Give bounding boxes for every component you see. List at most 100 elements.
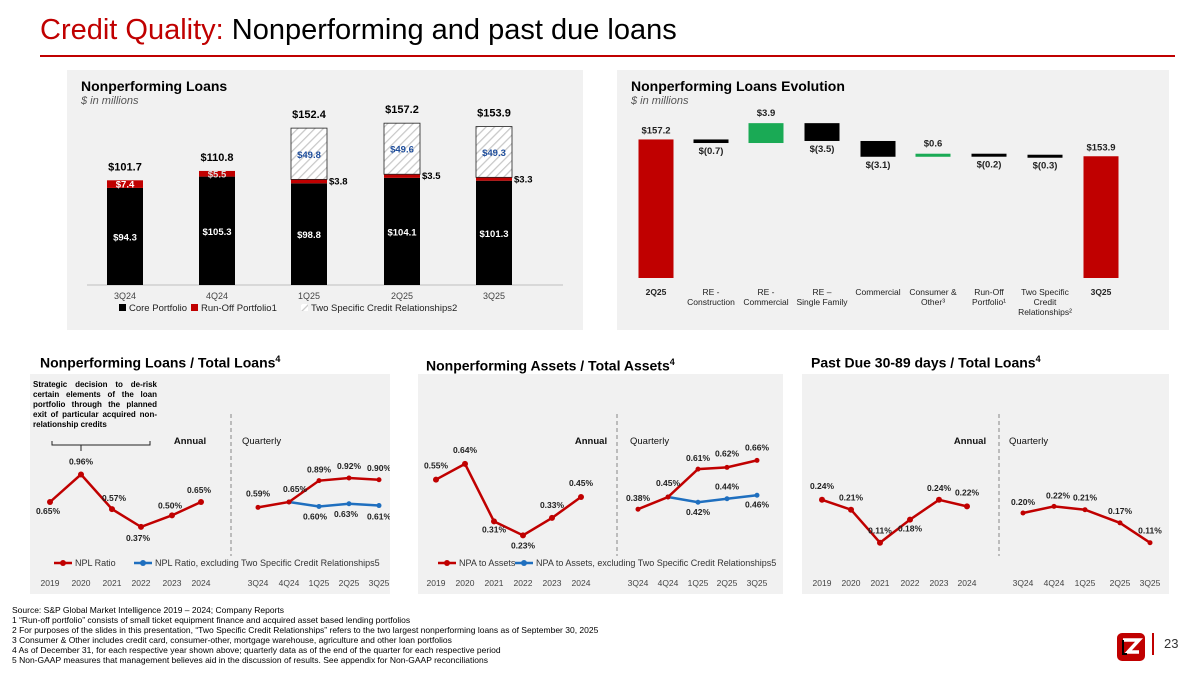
- npl-runoff-bar: [291, 179, 327, 184]
- npa-ratio-quarterly-value-label: 0.38%: [626, 493, 651, 503]
- npl-ratio-annual-value-label: 0.96%: [69, 456, 94, 466]
- npl-ratio-legend-marker: [60, 560, 66, 566]
- npl-ratio-legend-marker: [140, 560, 146, 566]
- npa-ratio-quarterly-value-label: 0.46%: [745, 499, 770, 509]
- page-number: 23: [1164, 636, 1179, 651]
- npl-legend-label: Run-Off Portfolio1: [201, 303, 277, 314]
- evolution-value-label: $0.6: [924, 139, 943, 150]
- past-due-annual-value-label: 0.24%: [810, 481, 835, 491]
- npa-ratio-quarterly-point: [635, 506, 641, 512]
- footnote-4: 4 As of December 31, for each respective…: [12, 645, 501, 655]
- npa-ratio-quarterly-point: [695, 499, 701, 505]
- evolution-bar: [1083, 156, 1119, 278]
- footnote-3: 3 Consumer & Other includes credit card,…: [12, 635, 452, 645]
- npa-ratio-title-text: Nonperforming Assets / Total Assets: [426, 357, 670, 374]
- npl-runoff-bar: [107, 180, 143, 188]
- npl-two-credits-value-label: $49.6: [390, 145, 414, 156]
- past-due-year-label: 2019: [813, 578, 832, 588]
- npl-ratio-quarterly-point: [346, 475, 352, 481]
- evolution-category-label: Relationships²: [1018, 307, 1072, 317]
- npl-category-label: 2Q25: [391, 291, 413, 301]
- npl-legend-label: Core Portfolio: [129, 303, 187, 314]
- past-due-annual-value-label: 0.24%: [927, 483, 952, 493]
- npl-two-credits-value-label: $49.8: [297, 150, 321, 161]
- past-due-title-text: Past Due 30-89 days / Total Loans: [811, 354, 1036, 371]
- npl-core-value-label: $104.1: [387, 227, 417, 238]
- npa-ratio-quarterly-point: [754, 457, 760, 463]
- npa-ratio-legend-marker: [521, 560, 527, 566]
- npl-ratio-year-label: 2024: [192, 578, 211, 588]
- npl-category-label: 3Q25: [483, 291, 505, 301]
- past-due-quarterly-value-label: 0.22%: [1046, 490, 1071, 500]
- past-due-annual-value-label: 0.18%: [898, 524, 923, 534]
- npl-runoff-bar: [476, 177, 512, 181]
- npl-stacked-bar-chart: $94.3 $7.4 $101.7 3Q24 $105.3 $5.5 $110.8 4Q24 $…: [87, 104, 563, 314]
- past-due-quarter-label: 3Q24: [1013, 578, 1034, 588]
- footnote-5: 5 Non-GAAP measures that management beli…: [12, 655, 488, 665]
- npa-ratio-year-label: 2020: [456, 578, 475, 588]
- npl-ratio-annual-point: [198, 499, 204, 505]
- npl-two-credits-bar: [383, 122, 421, 175]
- npl-legend-swatch: [301, 304, 308, 311]
- npa-ratio-quarterly-value-label: 0.42%: [686, 507, 711, 517]
- npl-core-bar: [199, 176, 235, 285]
- evolution-category-label: Commercial: [743, 297, 788, 307]
- npa-ratio-annual-point: [549, 514, 555, 521]
- npl-ratio-quarterly-point: [376, 477, 382, 483]
- evolution-category-label: Credit: [1034, 297, 1057, 307]
- past-due-quarter-label: 1Q25: [1075, 578, 1096, 588]
- npl-total-label: $101.7: [108, 161, 142, 173]
- npa-ratio-legend-label: NPA to Assets, excluding Two Specific Cr…: [536, 558, 776, 568]
- npl-ratio-quarterly-label: Quarterly: [242, 436, 281, 447]
- npl-ratio-quarterly-value-label: 0.63%: [334, 509, 359, 519]
- npa-ratio-quarter-label: 3Q25: [747, 578, 768, 588]
- npl-ratio-quarterly-point: [316, 478, 322, 484]
- past-due-year-label: 2020: [842, 578, 861, 588]
- npl-chart-subtitle: $ in millions: [81, 95, 139, 107]
- page-title-rest: Nonperforming and past due loans: [223, 14, 677, 46]
- npl-ratio-title-text: Nonperforming Loans / Total Loans: [40, 354, 276, 371]
- npl-category-label: 4Q24: [206, 291, 228, 301]
- npl-ratio-annual-value-label: 0.65%: [187, 485, 212, 495]
- past-due-year-label: 2024: [958, 578, 977, 588]
- npl-ratio-annual-value-label: 0.57%: [102, 493, 127, 503]
- evolution-chart-title: Nonperforming Loans Evolution: [631, 78, 845, 94]
- npl-runoff-bar: [199, 170, 235, 177]
- npl-ratio-title: Nonperforming Loans / Total Loans4: [40, 354, 280, 371]
- npl-ratio-annual-point: [169, 512, 175, 519]
- npa-ratio-quarterly-point: [665, 494, 671, 500]
- npa-ratio-annual-value-label: 0.64%: [453, 445, 478, 455]
- npl-core-bar: [291, 183, 327, 285]
- page-title-accent: Credit Quality:: [40, 14, 224, 46]
- npl-ratio-quarterly-value-label: 0.59%: [246, 488, 271, 498]
- npl-total-label: $157.2: [385, 104, 419, 116]
- evolution-value-label: $(0.7): [699, 146, 724, 157]
- past-due-quarter-label: 4Q24: [1044, 578, 1065, 588]
- npa-ratio-year-label: 2024: [572, 578, 591, 588]
- npa-ratio-quarter-label: 1Q25: [688, 578, 709, 588]
- npl-total-label: $152.4: [292, 109, 327, 121]
- npl-ratio-quarterly-point: [286, 499, 292, 505]
- npl-ratio-quarter-label: 4Q24: [279, 578, 300, 588]
- npa-ratio-title-sup: 4: [669, 357, 675, 367]
- past-due-quarter-label: 2Q25: [1110, 578, 1131, 588]
- evolution-category-label: Single Family: [796, 297, 848, 307]
- past-due-annual-point: [936, 496, 942, 503]
- past-due-quarterly-label: Quarterly: [1009, 436, 1048, 447]
- npa-ratio-year-label: 2023: [543, 578, 562, 588]
- evolution-chart-subtitle: $ in millions: [631, 95, 689, 107]
- npl-ratio-year-label: 2019: [41, 578, 60, 588]
- npa-ratio-quarterly-value-label: 0.44%: [715, 482, 740, 492]
- npl-ratio-legend-label: NPL Ratio: [75, 558, 116, 568]
- past-due-quarterly-point: [1147, 540, 1153, 546]
- npa-ratio-quarterly-point: [724, 464, 730, 470]
- evolution-category-label: RE –: [813, 287, 832, 297]
- npl-runoff-value-label: $3.8: [329, 176, 348, 187]
- evolution-bar: [804, 123, 840, 141]
- npa-ratio-legend-label: NPA to Assets: [459, 558, 516, 568]
- npl-runoff-value-label: $7.4: [116, 180, 135, 191]
- npa-ratio-quarter-label: 2Q25: [717, 578, 738, 588]
- npa-ratio-quarterly-line-2: [667, 494, 758, 504]
- npa-ratio-quarterly-point: [754, 492, 760, 498]
- evolution-bar: [1027, 154, 1063, 158]
